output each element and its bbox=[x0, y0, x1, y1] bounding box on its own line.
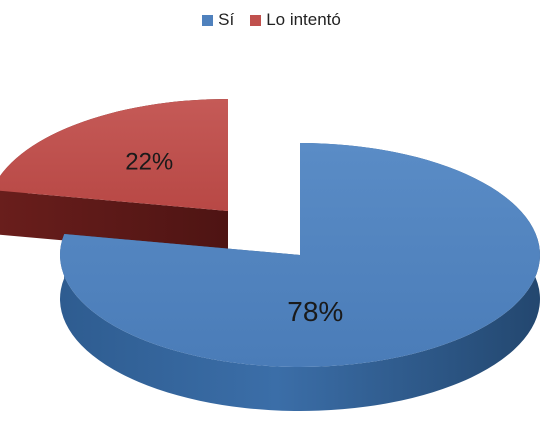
legend-item-lo-intento: Lo intentó bbox=[250, 10, 341, 30]
legend-label-si: Sí bbox=[218, 10, 235, 29]
data-label-lo-intento: 22% bbox=[125, 148, 173, 175]
legend-swatch-lo-intento bbox=[250, 14, 262, 26]
pie-slice-lo-intento-side-start bbox=[0, 190, 228, 255]
pie-slice-si bbox=[59, 143, 541, 412]
legend-label-lo-intento: Lo intentó bbox=[266, 10, 341, 29]
legend-swatch-si bbox=[202, 14, 214, 26]
pie-slice-si-top bbox=[59, 143, 541, 367]
data-label-si: 78% bbox=[287, 296, 343, 327]
pie-slice-lo-intento-top bbox=[0, 99, 228, 211]
pie-slice-lo-intento bbox=[0, 99, 228, 255]
chart-legend: Sí Lo intentó bbox=[0, 10, 543, 30]
legend-item-si: Sí bbox=[202, 10, 234, 30]
